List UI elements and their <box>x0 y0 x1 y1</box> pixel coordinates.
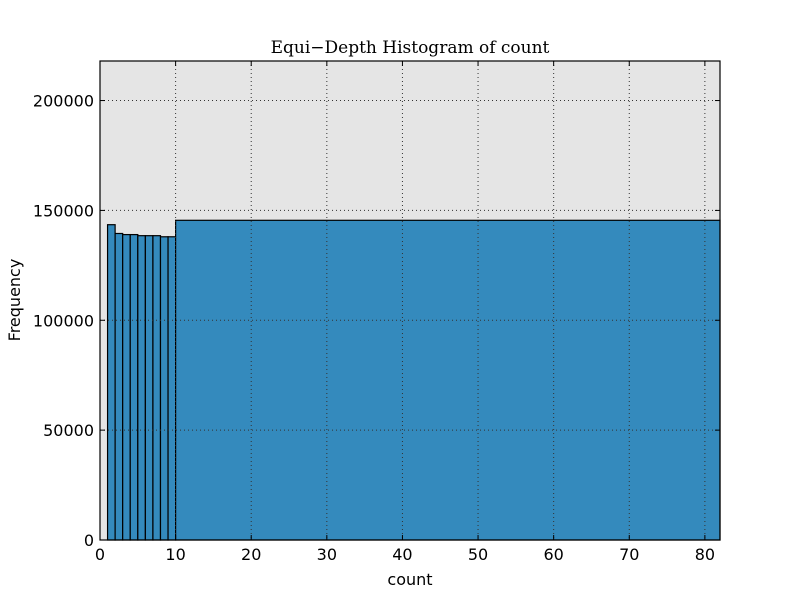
x-axis-label: count <box>387 570 432 589</box>
grid-lines <box>100 61 720 540</box>
y-tick-label: 150000 <box>33 201 94 220</box>
histogram-bar-9 <box>167 236 177 541</box>
x-tick-label: 30 <box>317 545 337 564</box>
histogram-bar-1 <box>106 224 116 541</box>
x-tick-label: 40 <box>392 545 412 564</box>
x-tick-label: 60 <box>543 545 563 564</box>
x-tick-label: 20 <box>241 545 261 564</box>
y-tick-label: 200000 <box>33 92 94 111</box>
x-tick-labels: 0 10 20 30 40 50 60 70 80 <box>95 545 715 564</box>
histogram-bar-5 <box>137 235 146 541</box>
histogram-bar-10 <box>175 219 721 541</box>
x-tick-label: 70 <box>619 545 639 564</box>
x-tick-label: 10 <box>165 545 185 564</box>
histogram-bar-2 <box>114 232 124 541</box>
plot-frame <box>99 60 721 541</box>
x-tick-label: 80 <box>695 545 715 564</box>
histogram-bar-6 <box>144 235 154 541</box>
y-tick-label: 50000 <box>43 421 94 440</box>
bars-group <box>106 219 721 541</box>
y-tick-label: 0 <box>84 531 94 550</box>
y-axis-label: Frequency <box>5 259 24 342</box>
x-tick-label: 0 <box>95 545 105 564</box>
histogram-bar-4 <box>129 233 139 541</box>
y-tick-label: 100000 <box>33 311 94 330</box>
y-tick-labels: 0 50000 100000 150000 200000 <box>33 92 94 550</box>
chart-title: Equi−Depth Histogram of count <box>271 38 550 58</box>
histogram-bar-3 <box>122 233 131 541</box>
histogram-bar-8 <box>159 236 169 541</box>
x-tick-label: 50 <box>468 545 488 564</box>
histogram-bar-7 <box>152 235 162 541</box>
